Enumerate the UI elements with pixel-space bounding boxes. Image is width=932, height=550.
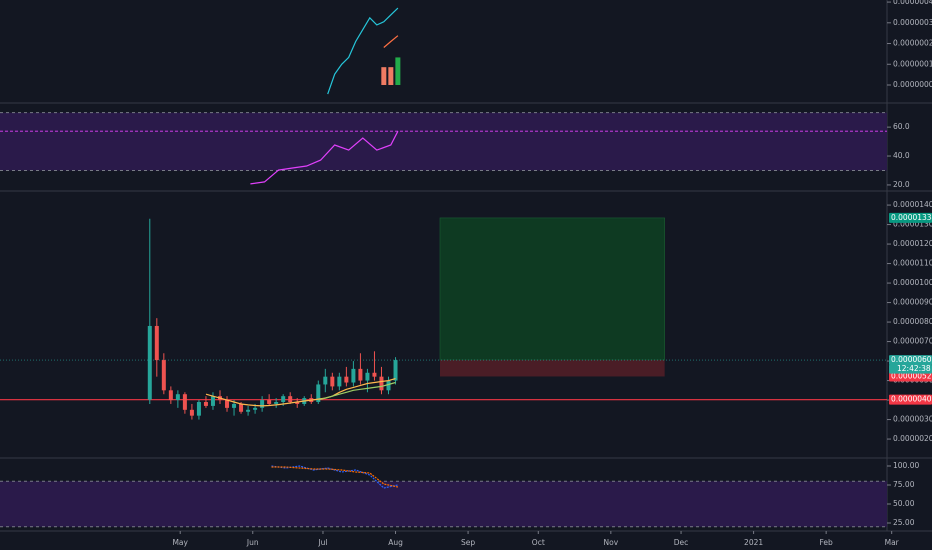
candle-body (267, 400, 272, 404)
candle-body (316, 384, 321, 403)
y-tick-label: 50.00 (893, 499, 915, 508)
price-tag-label: 0.00000605 (891, 355, 932, 364)
candle-body (330, 376, 335, 387)
candle-body (189, 409, 194, 416)
x-tick-label: Mar (885, 538, 900, 547)
candle-body (288, 396, 293, 403)
x-tick-label: Nov (604, 538, 619, 547)
moving-average (318, 381, 396, 401)
y-tick-label: 60.0 (893, 122, 910, 131)
x-tick-label: 2021 (744, 538, 763, 547)
price-tag (889, 371, 932, 382)
candle-body (365, 372, 370, 381)
x-tick-label: Jul (317, 538, 327, 547)
moving-average (205, 378, 396, 407)
candle-body (281, 396, 286, 403)
candle-body (246, 409, 251, 412)
candle-body (379, 376, 384, 391)
d-line (271, 466, 399, 488)
histogram-bar (388, 67, 394, 85)
candle-body (175, 394, 180, 401)
macd-line (327, 7, 399, 95)
candle-body (182, 394, 187, 410)
y-tick-label: 100.00 (893, 461, 919, 470)
candle-body (154, 325, 159, 361)
histogram-bar (395, 57, 401, 85)
candle-body (393, 360, 398, 381)
candle-body (161, 360, 166, 391)
x-tick-label: Aug (388, 538, 403, 547)
candle-body (358, 368, 363, 381)
y-tick-label: 25.00 (893, 518, 915, 527)
position-stop-zone (439, 360, 665, 377)
candle-body (196, 402, 201, 416)
x-tick-label: Feb (820, 538, 834, 547)
candle-body (295, 402, 300, 404)
y-tick-label: 40.0 (893, 151, 910, 160)
y-tick-label: 0.00000000 (893, 80, 932, 89)
price-tag (889, 394, 932, 405)
rsi-line (250, 130, 399, 185)
x-tick-label: Oct (532, 538, 545, 547)
countdown-tag (889, 364, 932, 374)
candle-body (260, 400, 265, 408)
signal-line (383, 35, 399, 48)
candle-body (372, 372, 377, 377)
x-tick-label: Sep (461, 538, 475, 547)
candle-body (210, 396, 215, 406)
candle-body (203, 402, 208, 406)
candle-body (239, 403, 244, 412)
x-tick-label: Dec (674, 538, 689, 547)
candle-body (351, 368, 356, 383)
candle-body (274, 402, 279, 404)
position-target-zone (439, 217, 665, 361)
candle-body (147, 325, 152, 400)
y-tick-label: 20.0 (893, 180, 910, 189)
indicator-band (0, 481, 887, 527)
candle-body (386, 380, 391, 391)
countdown-label: 12:42:38 (897, 364, 931, 373)
price-tag (889, 355, 932, 366)
candle-body (253, 407, 258, 410)
indicator-band (0, 112, 887, 171)
candle-body (323, 376, 328, 385)
histogram-bar (381, 67, 387, 85)
candle-body (168, 390, 173, 401)
x-tick-label: Jun (246, 538, 259, 547)
x-tick-label: May (172, 538, 188, 547)
y-tick-label: 75.00 (893, 480, 915, 489)
candle-body (344, 376, 349, 383)
price-tag-label: 0.00000521 (891, 371, 932, 380)
price-tag (889, 212, 932, 223)
candle-body (232, 403, 237, 408)
candle-body (225, 400, 230, 408)
candle-body (337, 376, 342, 387)
price-tag-label: 0.00000402 (891, 395, 932, 404)
price-tag-label: 0.00001334 (891, 213, 932, 222)
